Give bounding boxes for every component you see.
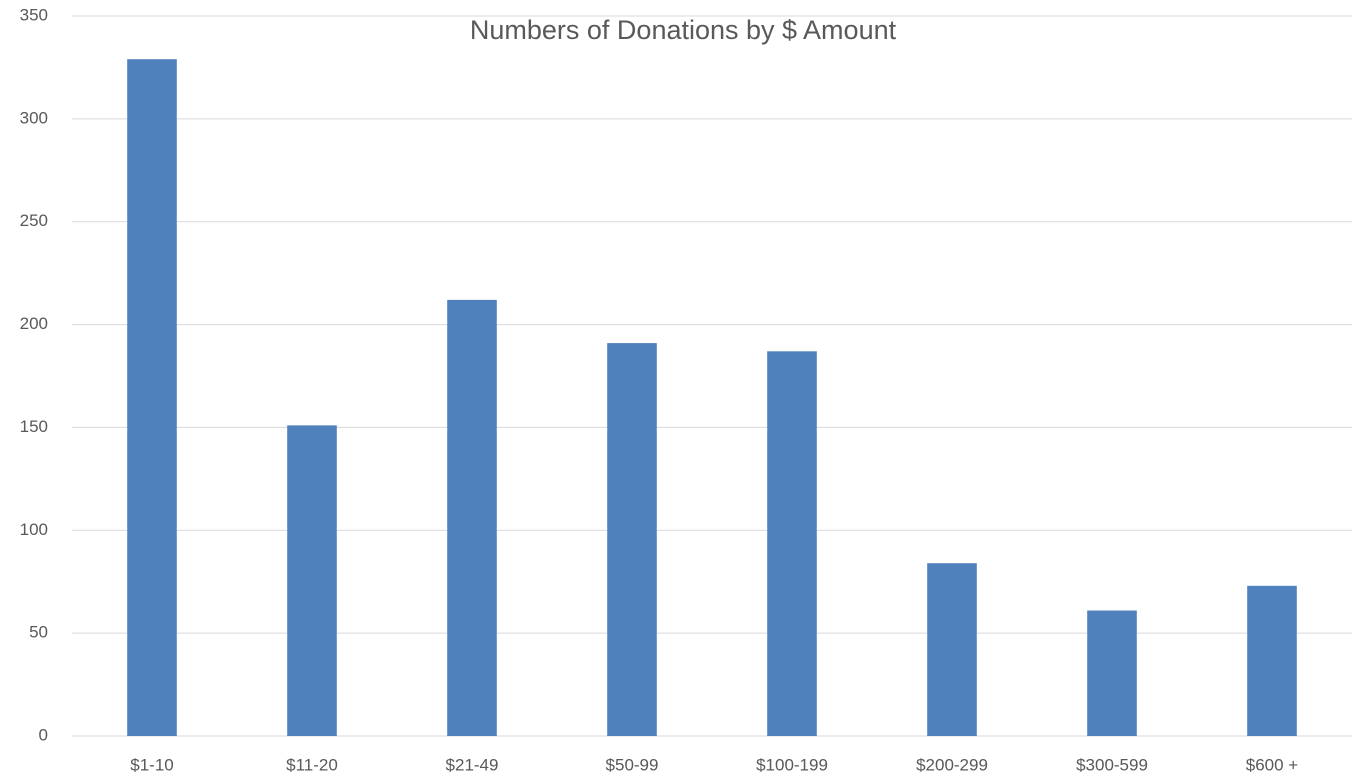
x-tick-label: $600 + (1246, 755, 1299, 774)
x-tick-label: $21-49 (446, 755, 499, 774)
y-tick-label: 300 (20, 108, 48, 127)
x-tick-label: $50-99 (606, 755, 659, 774)
y-tick-label: 50 (29, 623, 48, 642)
y-tick-label: 100 (20, 520, 48, 539)
bar (767, 351, 817, 736)
bar (607, 343, 657, 736)
bar (127, 59, 177, 736)
y-tick-label: 200 (20, 314, 48, 333)
x-tick-label: $1-10 (130, 755, 173, 774)
bar (1247, 585, 1297, 736)
x-tick-label: $200-299 (916, 755, 988, 774)
chart-title: Numbers of Donations by $ Amount (470, 15, 897, 45)
y-tick-label: 0 (39, 725, 48, 744)
y-tick-label: 150 (20, 417, 48, 436)
x-tick-label: $11-20 (286, 755, 338, 774)
bar (287, 425, 337, 736)
bar (927, 563, 977, 736)
y-tick-label: 350 (20, 5, 48, 24)
x-tick-label: $100-199 (756, 755, 828, 774)
bar (447, 299, 497, 736)
x-tick-label: $300-599 (1076, 755, 1148, 774)
bar (1087, 610, 1137, 736)
y-tick-label: 250 (20, 211, 48, 230)
